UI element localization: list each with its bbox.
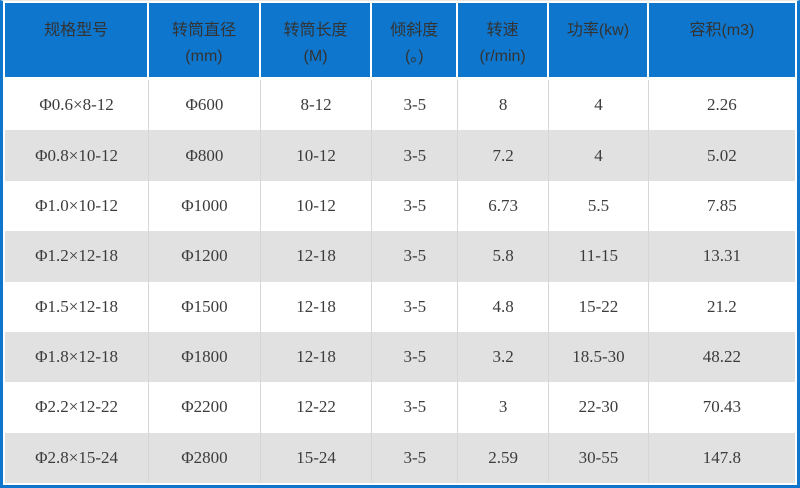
column-header-text: 规格型号 xyxy=(44,22,109,39)
table-cell: 12-18 xyxy=(260,281,373,332)
table-cell: 10-12 xyxy=(260,130,373,181)
table-cell: 3-5 xyxy=(372,331,459,383)
table-cell: Φ2.2×12-22 xyxy=(5,382,150,433)
table-cell: 3-5 xyxy=(372,180,459,232)
table-cell: 3-5 xyxy=(372,231,459,282)
table-cell: 12-22 xyxy=(260,382,373,433)
table-cell: Φ2800 xyxy=(149,432,261,483)
table-cell: Φ0.8×10-12 xyxy=(5,130,150,181)
table-cell: 15-24 xyxy=(260,432,373,483)
column-header: 规格型号 xyxy=(5,3,150,80)
table-cell: 18.5-30 xyxy=(549,331,649,383)
table-row: Φ1.5×12-18 Φ1500 12-18 3-5 4.8 15-22 21.2 xyxy=(5,281,795,332)
column-header: 功率(kw) xyxy=(549,3,649,80)
column-header-text: 转筒长度 xyxy=(283,22,348,39)
table-cell: Φ0.6×8-12 xyxy=(5,80,150,131)
table-row: Φ2.8×15-24 Φ2800 15-24 3-5 2.59 30-55 147.8 xyxy=(5,432,795,483)
table-cell: Φ800 xyxy=(149,130,261,181)
table-cell: 4.8 xyxy=(458,281,550,332)
table-cell: 15-22 xyxy=(549,281,649,332)
spec-table-grid: 规格型号 转筒直径 (mm) 转筒长度 (M) 倾斜度 (。) 转速 (r/min) 功率(kw)… xyxy=(5,3,795,483)
table-cell: 3-5 xyxy=(372,130,459,181)
table-cell: Φ2.8×15-24 xyxy=(5,432,150,483)
table-cell: 7.2 xyxy=(458,130,550,181)
table-cell: Φ1.2×12-18 xyxy=(5,231,150,282)
table-cell: 30-55 xyxy=(549,432,649,483)
table-cell: 3-5 xyxy=(372,432,459,483)
table-cell: 48.22 xyxy=(648,331,795,383)
column-header-text: (mm) xyxy=(185,48,223,65)
table-cell: 8-12 xyxy=(260,80,373,131)
table-cell: 13.31 xyxy=(648,231,795,282)
table-cell: 22-30 xyxy=(549,382,649,433)
table-cell: Φ1800 xyxy=(149,331,261,383)
table-cell: 3-5 xyxy=(372,382,459,433)
table-cell: Φ1200 xyxy=(149,231,261,282)
table-row: Φ1.0×10-12 Φ1000 10-12 3-5 6.73 5.5 7.85 xyxy=(5,180,795,232)
column-header-text: (M) xyxy=(303,48,328,65)
table-cell: 3.2 xyxy=(458,331,550,383)
table-cell: 8 xyxy=(458,80,550,131)
column-header-text: 转筒直径 xyxy=(171,22,236,39)
table-cell: 3-5 xyxy=(372,80,459,131)
table-row: Φ1.8×12-18 Φ1800 12-18 3-5 3.2 18.5-30 48.22 xyxy=(5,331,795,383)
table-cell: 3-5 xyxy=(372,281,459,332)
table-cell: 2.59 xyxy=(458,432,550,483)
table-cell: 12-18 xyxy=(260,331,373,383)
table-cell: 21.2 xyxy=(648,281,795,332)
table-cell: Φ1.5×12-18 xyxy=(5,281,150,332)
table-row: Φ1.2×12-18 Φ1200 12-18 3-5 5.8 11-15 13.31 xyxy=(5,231,795,282)
table-header-row: 规格型号 转筒直径 (mm) 转筒长度 (M) 倾斜度 (。) 转速 (r/min) 功率(kw)… xyxy=(5,3,795,80)
table-cell: 10-12 xyxy=(260,180,373,232)
column-header-text: 容积(m3) xyxy=(689,22,755,39)
column-header-text: 倾斜度 xyxy=(390,22,439,39)
table-cell: 2.26 xyxy=(648,80,795,131)
column-header: 转筒长度 (M) xyxy=(260,3,373,80)
table-cell: 5.8 xyxy=(458,231,550,282)
column-header-text: 功率(kw) xyxy=(566,22,630,39)
table-cell: 3 xyxy=(458,382,550,433)
table-row: Φ0.6×8-12 Φ600 8-12 3-5 8 4 2.26 xyxy=(5,80,795,131)
table-cell: 6.73 xyxy=(458,180,550,232)
table-cell: Φ1500 xyxy=(149,281,261,332)
column-header: 容积(m3) xyxy=(648,3,795,80)
table-cell: Φ2200 xyxy=(149,382,261,433)
table-cell: Φ1.8×12-18 xyxy=(5,331,150,383)
column-header-text: 转速 xyxy=(486,22,519,39)
column-header: 转筒直径 (mm) xyxy=(149,3,261,80)
table-cell: 11-15 xyxy=(549,231,649,282)
column-header: 倾斜度 (。) xyxy=(372,3,459,80)
table-cell: 5.02 xyxy=(648,130,795,181)
table-cell: 5.5 xyxy=(549,180,649,232)
table-cell: Φ1000 xyxy=(149,180,261,232)
table-cell: 7.85 xyxy=(648,180,795,232)
column-header-text: (r/min) xyxy=(479,48,526,65)
table-cell: Φ1.0×10-12 xyxy=(5,180,150,232)
table-cell: 70.43 xyxy=(648,382,795,433)
table-cell: 12-18 xyxy=(260,231,373,282)
table-row: Φ2.2×12-22 Φ2200 12-22 3-5 3 22-30 70.43 xyxy=(5,382,795,433)
column-header: 转速 (r/min) xyxy=(458,3,550,80)
table-cell: 147.8 xyxy=(648,432,795,483)
table-row: Φ0.8×10-12 Φ800 10-12 3-5 7.2 4 5.02 xyxy=(5,130,795,181)
column-header-text: (。) xyxy=(404,48,424,65)
table-cell: 4 xyxy=(549,130,649,181)
table-cell: 4 xyxy=(549,80,649,131)
table-cell: Φ600 xyxy=(149,80,261,131)
